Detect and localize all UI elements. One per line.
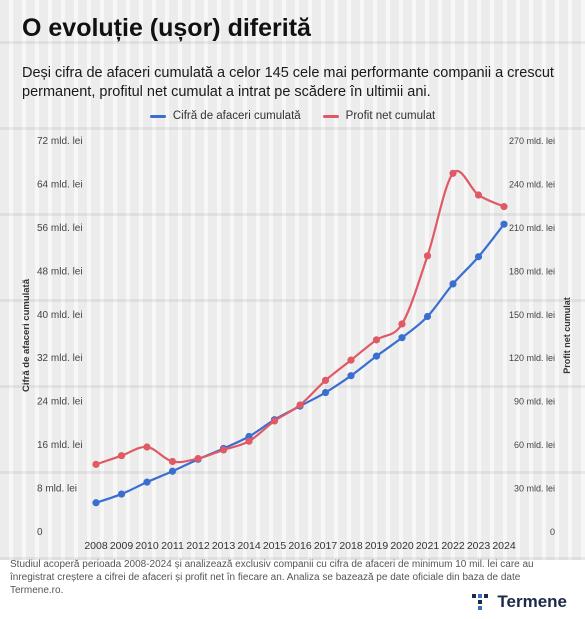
- data-point-revenue: [398, 334, 406, 342]
- data-point-profit: [143, 443, 151, 451]
- data-point-revenue: [347, 372, 355, 380]
- x-tick-label: 2014: [237, 540, 261, 552]
- y-right-tick-label: 180 mld. lei: [509, 266, 555, 276]
- data-point-profit: [423, 252, 432, 260]
- x-tick-label: 2009: [110, 540, 134, 552]
- data-point-revenue: [500, 220, 508, 228]
- data-point-profit: [245, 437, 253, 445]
- logo-text: Termene: [497, 592, 567, 611]
- y-right-tick-label: 90 mld. lei: [514, 397, 555, 407]
- x-tick-label: 2024: [492, 540, 516, 552]
- data-point-profit: [168, 457, 177, 466]
- y-left-tick-label: 72 mld. lei: [37, 136, 83, 147]
- termene-logo-icon: [472, 594, 489, 610]
- data-point-revenue: [168, 467, 177, 475]
- series-line-profit: [95, 170, 505, 466]
- y-left-tick-label: 56 mld. lei: [37, 223, 83, 234]
- x-tick-label: 2018: [339, 540, 363, 552]
- y-right-tick-label: 120 mld. lei: [509, 353, 555, 363]
- series-line-revenue: [95, 223, 505, 504]
- legend-swatch-profit: [322, 114, 339, 118]
- data-point-profit: [92, 460, 100, 468]
- x-tick-label: 2012: [186, 540, 210, 552]
- chart-legend: Cifră de afaceri cumulată Profit net cum…: [0, 110, 585, 122]
- y-left-tick-label: 48 mld. lei: [37, 266, 83, 277]
- x-tick-label: 2021: [416, 540, 440, 552]
- legend-label-profit: Profit net cumulat: [345, 110, 436, 122]
- y-left-tick-label: 8 mld. lei: [37, 484, 77, 495]
- y-right-tick-label: 0: [550, 527, 555, 537]
- x-tick-label: 2020: [390, 540, 414, 552]
- x-tick-label: 2017: [314, 540, 338, 552]
- x-tick-label: 2011: [161, 540, 184, 552]
- x-tick-label: 2013: [212, 540, 236, 552]
- data-point-revenue: [372, 352, 381, 360]
- y-left-tick-label: 32 mld. lei: [37, 353, 83, 364]
- x-tick-label: 2015: [263, 540, 287, 552]
- data-point-profit: [270, 417, 279, 425]
- x-tick-label: 2010: [135, 540, 159, 552]
- data-point-profit: [194, 454, 202, 463]
- x-tick-label: 2023: [467, 540, 491, 552]
- chart-title: O evoluție (ușor) diferită: [22, 14, 311, 42]
- x-tick-label: 2008: [84, 540, 108, 552]
- chart-subtitle: Deși cifra de afaceri cumulată a celor 1…: [22, 65, 554, 100]
- legend-item-revenue: Cifră de afaceri cumulată: [149, 110, 301, 122]
- data-point-profit: [347, 356, 355, 364]
- data-point-revenue: [92, 499, 100, 507]
- data-point-profit: [449, 169, 457, 177]
- y-right-tick-label: 60 mld. lei: [514, 440, 555, 450]
- data-point-profit: [296, 401, 304, 409]
- y-left-tick-label: 24 mld. lei: [37, 397, 83, 408]
- data-point-revenue: [449, 280, 457, 288]
- y-right-tick-label: 270 mld. lei: [509, 136, 555, 146]
- termene-logo: Termene: [471, 592, 567, 612]
- y-left-tick-label: 40 mld. lei: [37, 310, 83, 321]
- legend-swatch-revenue: [149, 114, 166, 118]
- x-tick-label: 2019: [365, 540, 389, 552]
- data-point-profit: [219, 446, 228, 454]
- y-right-axis-title: Profit net cumulat: [562, 297, 572, 374]
- data-point-profit: [474, 191, 483, 199]
- legend-label-revenue: Cifră de afaceri cumulată: [172, 110, 301, 122]
- data-point-revenue: [321, 388, 330, 397]
- data-point-revenue: [474, 253, 483, 261]
- data-point-profit: [321, 376, 330, 384]
- y-left-tick-label: 16 mld. lei: [37, 440, 83, 451]
- y-right-tick-label: 210 mld. lei: [509, 223, 555, 233]
- x-tick-label: 2022: [441, 540, 465, 552]
- data-point-revenue: [143, 478, 151, 486]
- y-left-axis-title: Cifră de afaceri cumulată: [21, 278, 32, 392]
- line-chart: 0 8 mld. lei 16 mld. lei 24 mld. lei 32 mld.…: [21, 136, 572, 552]
- y-right-tick-label: 150 mld. lei: [509, 310, 555, 320]
- y-right-tick-label: 30 mld. lei: [514, 484, 555, 494]
- footnote: Studiul acoperă perioada 2008-2024 și an…: [10, 559, 534, 596]
- x-tick-label: 2016: [288, 540, 312, 552]
- data-point-revenue: [117, 490, 126, 498]
- legend-item-profit: Profit net cumulat: [322, 110, 436, 122]
- y-right-tick-label: 240 mld. lei: [509, 179, 555, 189]
- data-point-profit: [500, 203, 508, 211]
- data-point-profit: [117, 452, 126, 460]
- data-point-profit: [372, 336, 381, 344]
- y-left-tick-label: 64 mld. lei: [37, 179, 83, 190]
- y-left-tick-label: 0: [37, 527, 43, 538]
- data-point-profit: [398, 320, 406, 328]
- data-point-revenue: [423, 312, 432, 321]
